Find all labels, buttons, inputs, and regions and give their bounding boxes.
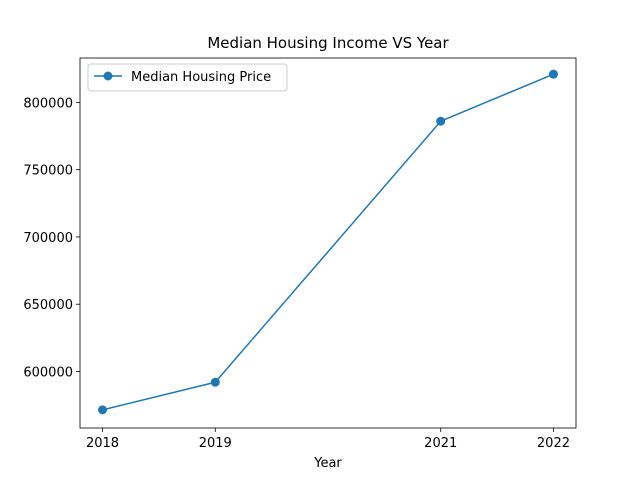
y-tick-label: 600000 — [23, 365, 73, 380]
plot-background — [80, 58, 576, 428]
y-tick-label: 800000 — [23, 96, 73, 111]
legend-label: Median Housing Price — [131, 70, 271, 85]
series-layer — [98, 69, 558, 415]
y-axis-ticks: 600000 650000 700000 750000 800000 — [23, 96, 80, 380]
x-axis-label: Year — [313, 456, 342, 471]
x-axis-ticks: 2018 2019 2021 2022 — [86, 428, 570, 451]
series-line — [102, 73, 554, 411]
x-tick-label: 2022 — [537, 436, 570, 451]
y-tick-label: 700000 — [23, 231, 73, 246]
legend-marker-swatch — [103, 71, 113, 81]
x-tick-label: 2018 — [86, 436, 119, 451]
y-tick-label: 650000 — [23, 298, 73, 313]
x-tick-label: 2021 — [424, 436, 457, 451]
data-point — [98, 405, 108, 415]
legend-box — [87, 63, 288, 92]
data-point — [548, 69, 558, 79]
chart-title: Median Housing Income VS Year — [207, 34, 449, 52]
data-point — [436, 116, 446, 126]
y-tick-label: 750000 — [23, 164, 73, 179]
data-point — [210, 377, 220, 387]
x-tick-label: 2019 — [199, 436, 232, 451]
plot-area — [79, 57, 577, 429]
plot-frame — [79, 57, 577, 429]
legend: Median Housing Price — [87, 63, 288, 92]
